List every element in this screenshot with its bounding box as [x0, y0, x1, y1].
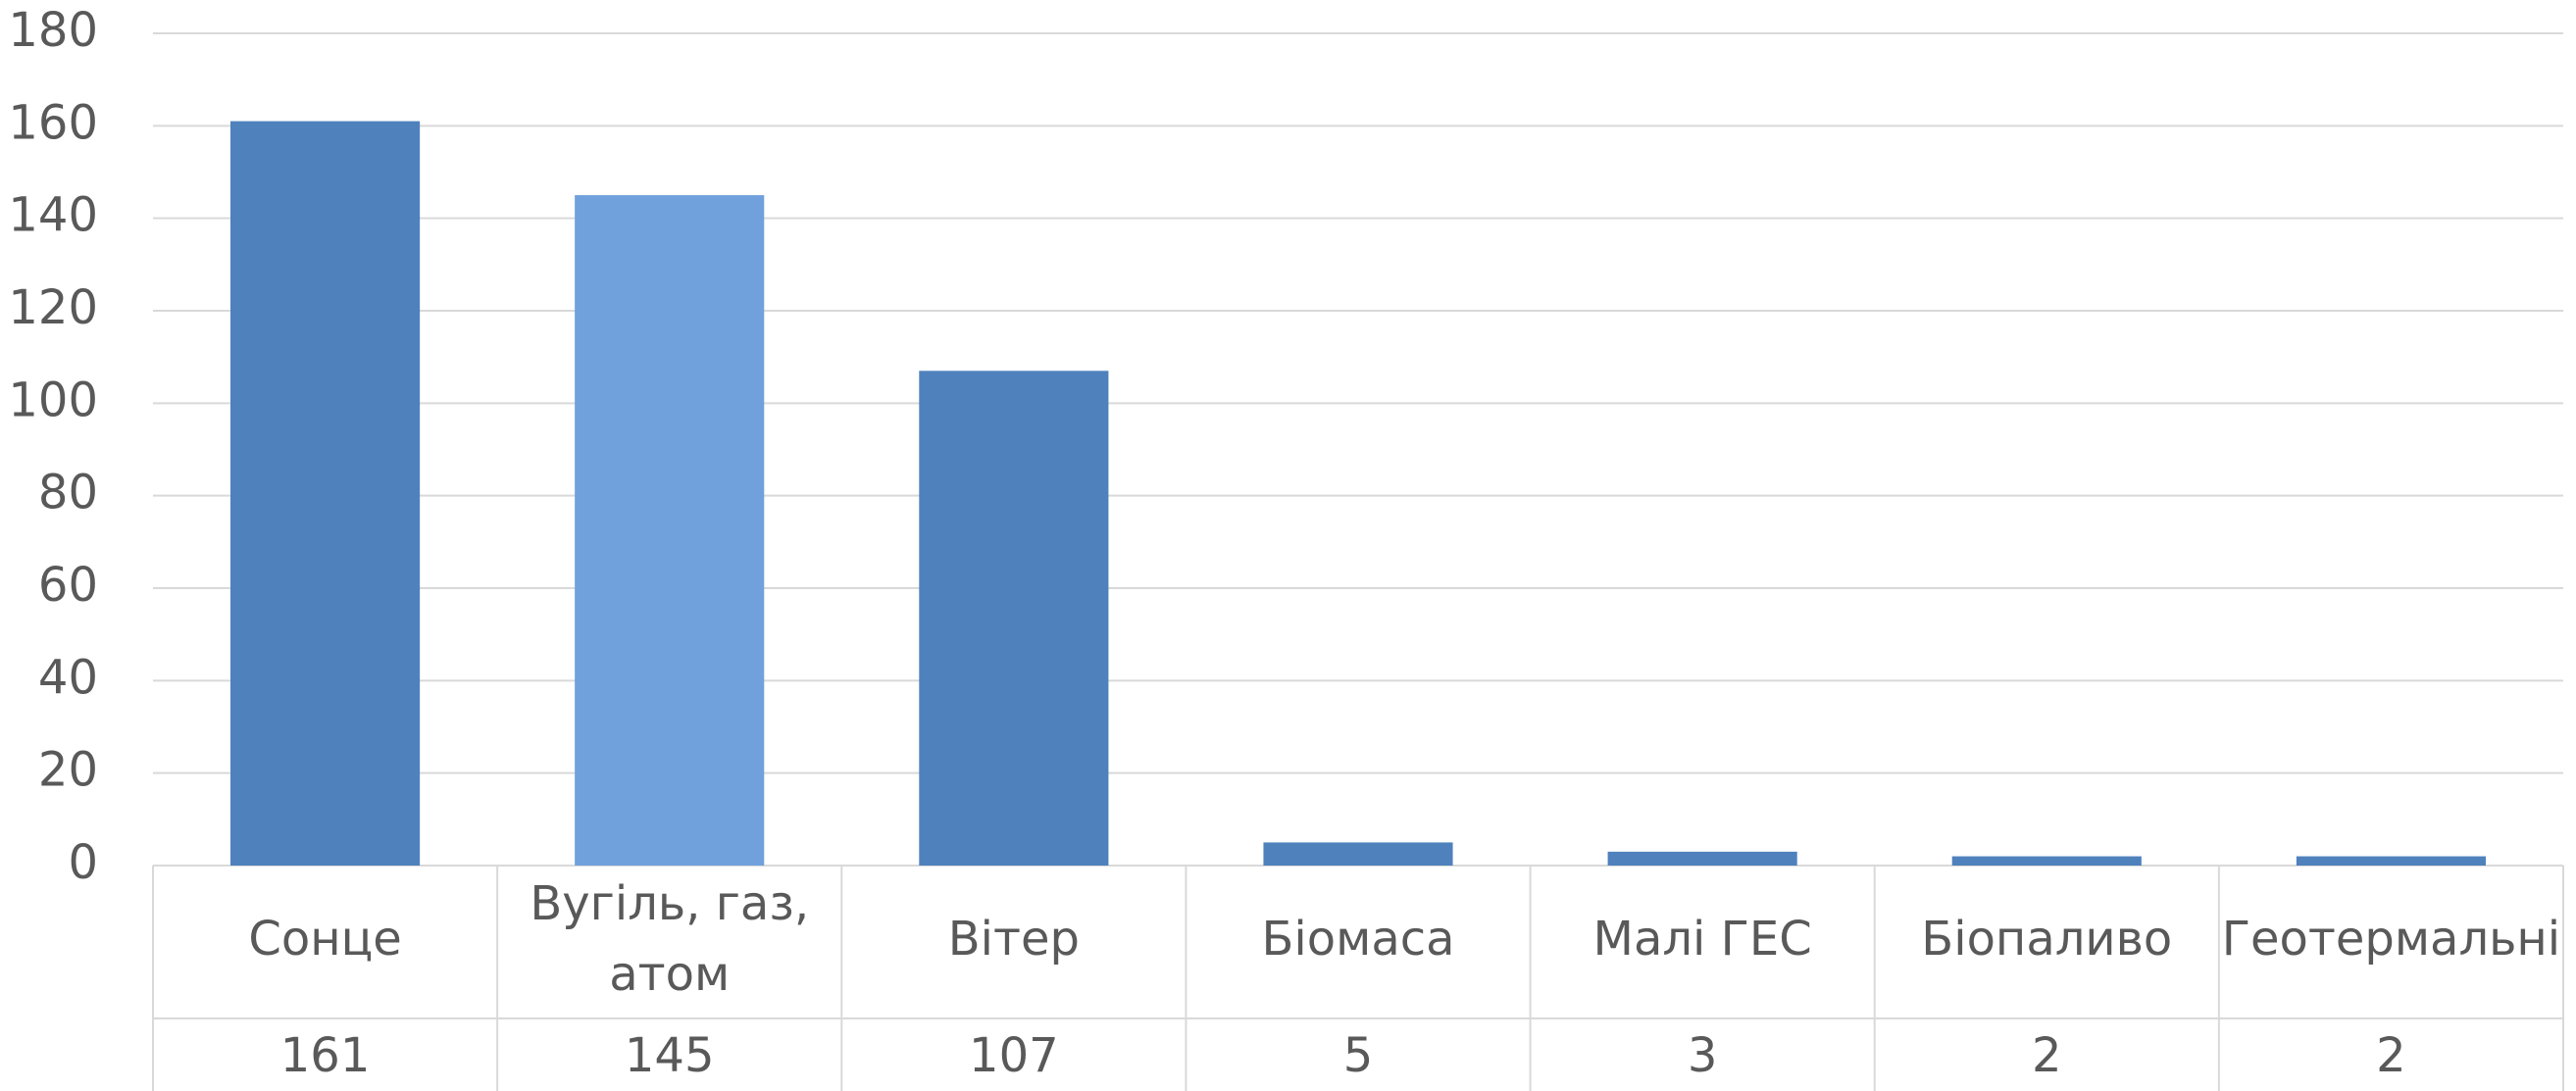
bar	[1607, 851, 1797, 866]
bar	[919, 371, 1109, 866]
table-value: 2	[2376, 1028, 2406, 1083]
y-tick-label: 40	[38, 650, 98, 705]
y-tick-label: 140	[8, 188, 98, 243]
x-tick-label: Вітер	[948, 912, 1080, 967]
table-value: 5	[1343, 1028, 1374, 1083]
bar	[1951, 856, 2142, 866]
y-tick-label: 180	[8, 3, 98, 58]
y-tick-label: 60	[38, 558, 98, 613]
x-tick-label: Сонце	[248, 912, 401, 967]
bar	[2296, 856, 2486, 866]
x-tick-label: Малі ГЕС	[1593, 912, 1812, 967]
y-tick-label: 160	[8, 95, 98, 150]
x-tick-label: Біомаса	[1261, 912, 1454, 967]
bar	[1263, 842, 1453, 866]
y-tick-label: 120	[8, 280, 98, 335]
table-value: 161	[280, 1028, 371, 1083]
x-tick-label: Геотермальні	[2222, 912, 2560, 967]
bar	[230, 121, 421, 866]
y-tick-label: 20	[38, 743, 98, 798]
table-value: 3	[1688, 1028, 1718, 1083]
y-tick-label: 0	[68, 835, 98, 890]
table-value: 145	[625, 1028, 715, 1083]
y-tick-label: 100	[8, 372, 98, 427]
y-tick-label: 80	[38, 466, 98, 521]
table-value: 2	[2032, 1028, 2062, 1083]
x-tick-label: Вугіль, газ, атом	[530, 876, 809, 1002]
x-tick-label: Біопаливо	[1921, 912, 2172, 967]
bar	[575, 195, 765, 867]
table-value: 107	[969, 1028, 1059, 1083]
